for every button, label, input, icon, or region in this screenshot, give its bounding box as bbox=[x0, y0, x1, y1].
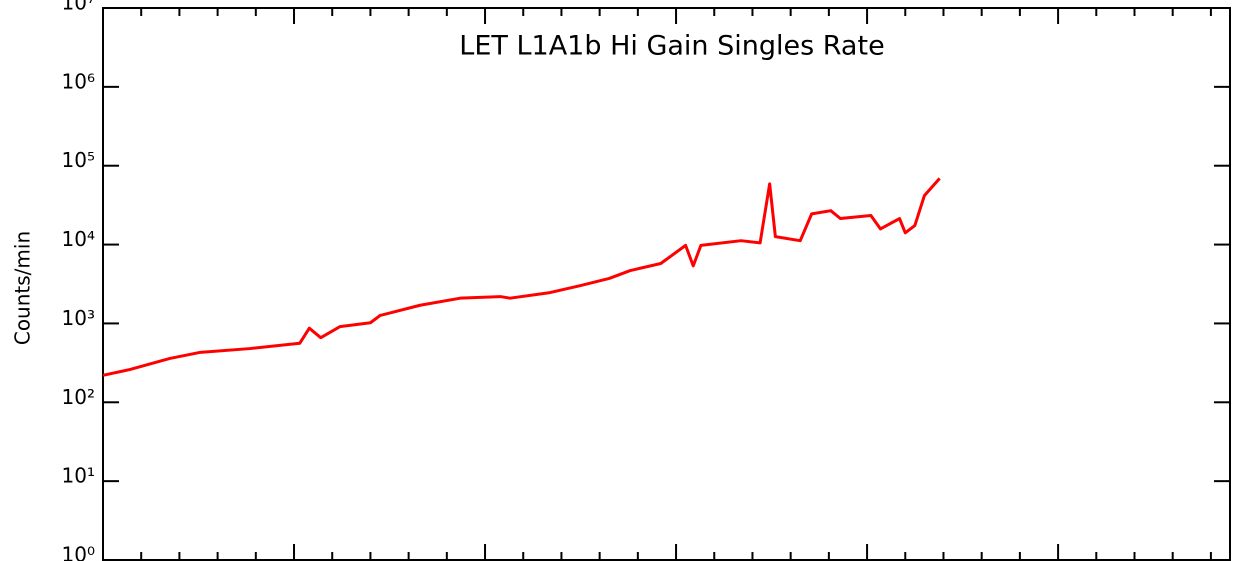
y-tick-label: 10⁰ bbox=[62, 543, 95, 561]
y-axis-label: Counts/min bbox=[11, 231, 35, 345]
y-tick-label: 10¹ bbox=[62, 464, 95, 488]
y-tick-label: 10⁴ bbox=[62, 227, 95, 251]
y-tick-label: 10⁵ bbox=[62, 148, 95, 172]
chart-title: LET L1A1b Hi Gain Singles Rate bbox=[459, 31, 884, 62]
y-tick-label: 10³ bbox=[62, 306, 95, 330]
axes bbox=[102, 7, 1230, 561]
y-tick-label: 10⁷ bbox=[62, 0, 95, 15]
y-tick-label: 10² bbox=[62, 385, 95, 409]
data-line bbox=[102, 177, 941, 377]
y-tick-label: 10⁶ bbox=[62, 69, 95, 93]
plot-frame bbox=[102, 7, 1231, 561]
